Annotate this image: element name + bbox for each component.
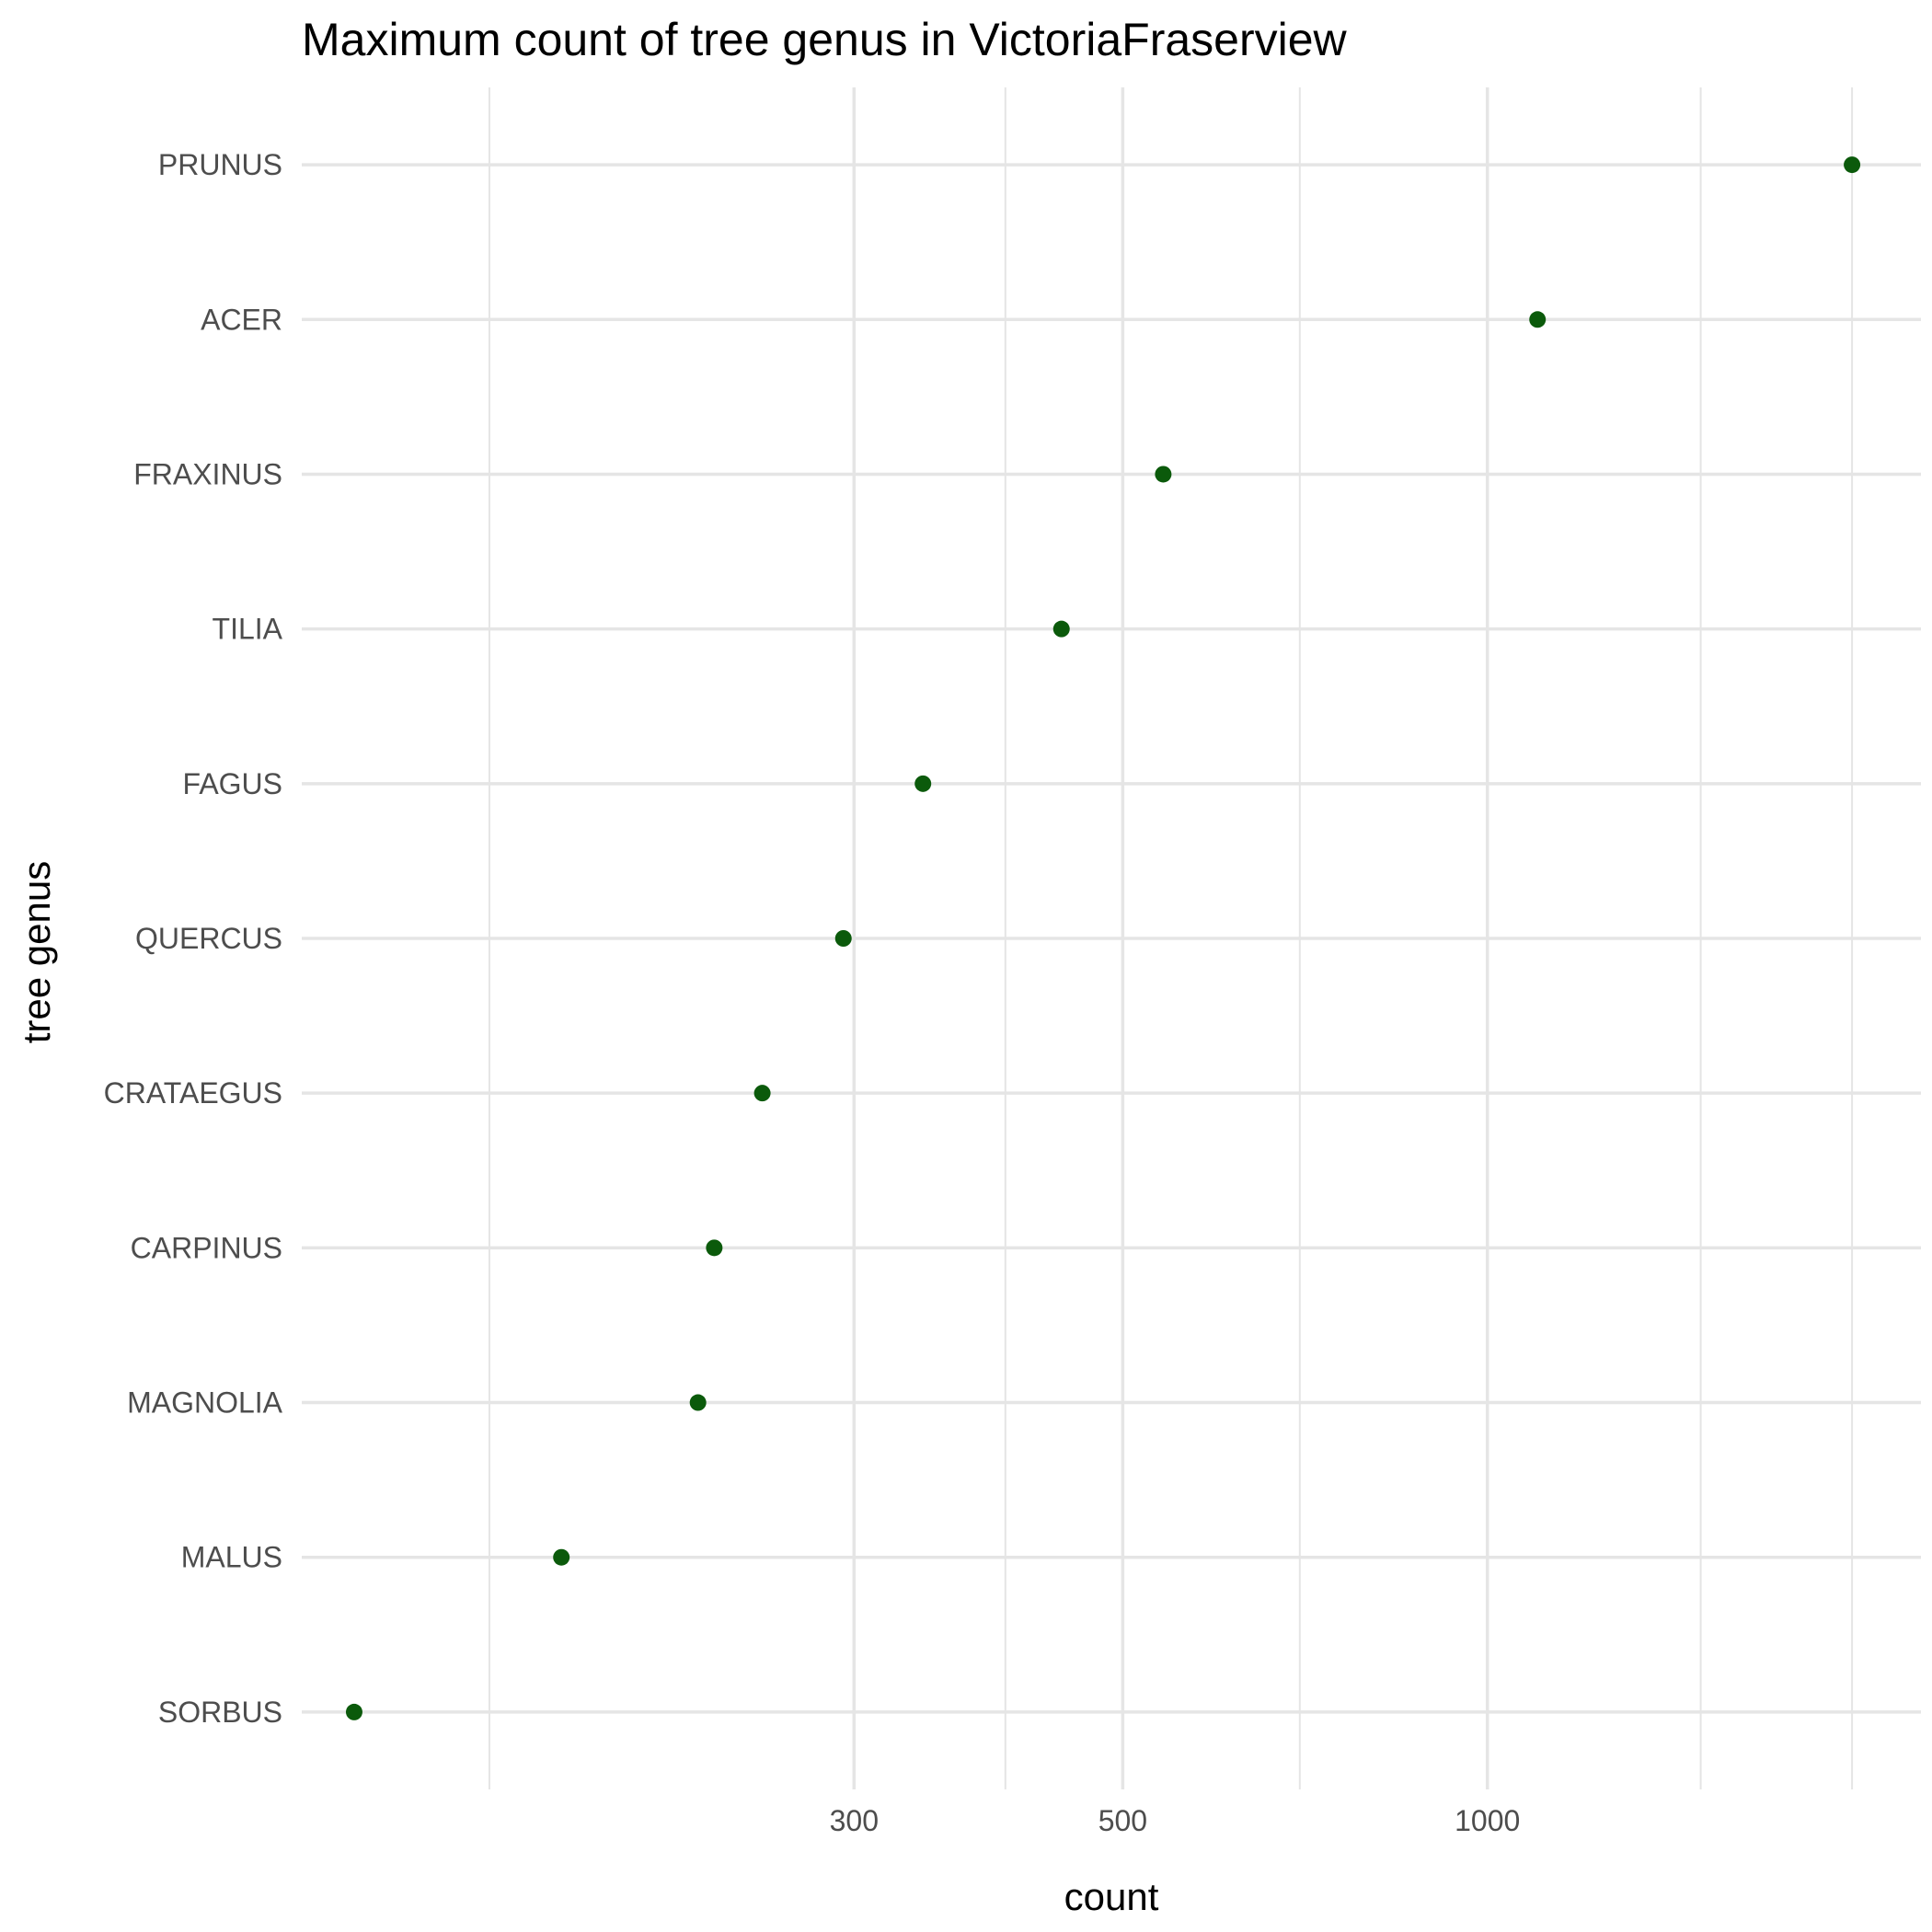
y-tick-label: FAGUS — [183, 767, 282, 800]
x-tick-label: 1000 — [1455, 1804, 1520, 1837]
x-tick-label: 300 — [830, 1804, 879, 1837]
y-axis-tick-labels: PRUNUS ACER FRAXINUS TILIA FAGUS QUERCUS CRATA… — [104, 148, 283, 1729]
y-tick-label: MALUS — [181, 1541, 282, 1574]
y-tick-label: ACER — [201, 303, 282, 336]
data-points — [345, 156, 1861, 1720]
data-point — [1052, 620, 1070, 638]
y-tick-label: TILIA — [213, 613, 283, 646]
y-tick-label: QUERCUS — [135, 922, 282, 955]
x-tick-label: 500 — [1098, 1804, 1147, 1837]
y-axis-title: tree genus — [15, 861, 58, 1043]
y-tick-label: CRATAEGUS — [104, 1076, 282, 1110]
data-point — [834, 930, 852, 947]
y-tick-label: CARPINUS — [131, 1231, 282, 1264]
y-tick-label: PRUNUS — [158, 148, 282, 181]
y-tick-label: MAGNOLIA — [127, 1386, 283, 1420]
y-tick-label: FRAXINUS — [133, 457, 282, 490]
data-point — [1155, 466, 1172, 483]
major-gridlines — [302, 87, 1921, 1789]
data-point — [1844, 156, 1861, 174]
data-point — [706, 1239, 723, 1257]
data-point — [914, 775, 932, 792]
data-point — [689, 1394, 707, 1411]
data-point — [1529, 311, 1547, 328]
chart-title: Maximum count of tree genus in VictoriaF… — [302, 14, 1348, 65]
data-point — [753, 1085, 771, 1102]
x-axis-title: count — [1064, 1875, 1159, 1918]
y-tick-label: SORBUS — [158, 1696, 282, 1729]
x-axis-tick-labels: 300 500 1000 — [830, 1804, 1521, 1837]
data-point — [553, 1548, 570, 1566]
data-point — [345, 1703, 362, 1720]
